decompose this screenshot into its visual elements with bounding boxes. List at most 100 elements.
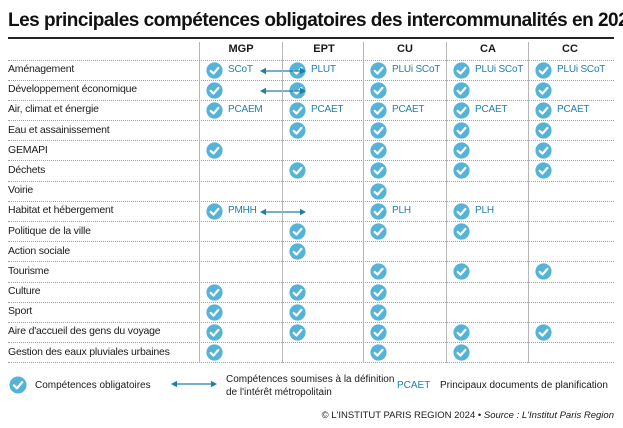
row-label: Action sociale xyxy=(8,244,70,257)
column-divider xyxy=(282,42,283,363)
row-divider xyxy=(8,160,614,162)
checkmark-icon xyxy=(453,61,470,79)
double-arrow-icon xyxy=(260,67,306,74)
table-row: Habitat et hébergement PMHH PLH PLH xyxy=(8,201,614,222)
row-divider xyxy=(8,261,614,263)
table-row: Air, climat et énergie PCAEM PCAET PCAET PCA… xyxy=(8,100,614,122)
column-header-cc: CC xyxy=(562,43,578,55)
checkmark-icon xyxy=(370,203,387,220)
checkmark-icon xyxy=(370,344,387,361)
row-divider xyxy=(8,362,614,364)
row-label: Air, climat et énergie xyxy=(8,103,99,116)
checkmark-icon xyxy=(206,142,223,159)
checkmark-icon xyxy=(453,263,470,280)
planning-document-label: PCAEM xyxy=(228,103,263,115)
row-divider xyxy=(8,241,614,243)
checkmark-icon xyxy=(453,344,470,361)
footer-source: Source : L'Institut Paris Region xyxy=(483,410,614,421)
row-divider xyxy=(8,200,614,202)
checkmark-icon xyxy=(370,304,387,321)
table-row: Développement économique xyxy=(8,80,614,101)
column-divider xyxy=(199,42,200,363)
row-divider xyxy=(8,140,614,142)
row-label: Eau et assainissement xyxy=(8,123,110,136)
double-arrow-icon xyxy=(171,380,217,388)
row-label: Sport xyxy=(8,305,33,318)
legend-metropolitan-label-1: Compétences soumises à la définition xyxy=(226,374,395,385)
table-row: Voirie xyxy=(8,181,614,202)
double-arrow-icon xyxy=(260,208,306,216)
table-row: Aire d'accueil des gens du voyage xyxy=(8,322,614,344)
planning-document-label: PCAET xyxy=(392,103,425,115)
table-row: Tourisme xyxy=(8,262,614,283)
checkmark-icon xyxy=(289,283,306,301)
row-label: Déchets xyxy=(8,163,46,176)
checkmark-icon xyxy=(453,324,470,341)
row-divider xyxy=(8,180,614,182)
checkmark-icon xyxy=(206,304,223,321)
checkmark-icon xyxy=(206,61,223,79)
row-divider xyxy=(8,301,614,303)
checkmark-icon xyxy=(453,162,470,180)
row-label: Culture xyxy=(8,285,41,298)
planning-document-label: PCAET xyxy=(311,103,344,115)
table-row: Eau et assainissement xyxy=(8,121,614,142)
checkmark-icon xyxy=(289,223,306,240)
checkmark-icon xyxy=(370,82,387,99)
row-divider xyxy=(8,99,614,101)
checkmark-icon xyxy=(370,162,387,180)
checkmark-icon xyxy=(206,344,223,361)
legend-metropolitan-label-2: de l'intérêt métropolitain xyxy=(226,387,332,398)
checkmark-icon xyxy=(9,376,27,394)
column-header-ept: EPT xyxy=(313,43,335,55)
planning-document-label: PLUi SCoT xyxy=(475,63,524,75)
checkmark-icon xyxy=(370,61,387,79)
checkmark-icon xyxy=(535,82,552,99)
checkmark-icon xyxy=(289,324,306,341)
planning-document-label: PLUi SCoT xyxy=(392,63,441,75)
checkmark-icon xyxy=(370,183,387,200)
checkmark-icon xyxy=(453,82,470,99)
table-row: Culture xyxy=(8,282,614,303)
planning-document-label: PLUT xyxy=(311,63,336,75)
checkmark-icon xyxy=(289,162,306,180)
footer-separator: • xyxy=(477,410,482,421)
planning-document-label: PLUi SCoT xyxy=(557,63,606,75)
checkmark-icon xyxy=(535,162,552,180)
checkmark-icon xyxy=(453,122,470,139)
table-header: MGP EPT CU CA CC xyxy=(8,42,614,60)
row-label: Voirie xyxy=(8,184,34,197)
table-body: Aménagement SCoT PLUT PLUi SCoT PLUi SCoT PLU… xyxy=(8,60,614,364)
checkmark-icon xyxy=(453,102,470,119)
checkmark-icon xyxy=(370,142,387,159)
checkmark-icon xyxy=(535,324,552,341)
checkmark-icon xyxy=(535,142,552,159)
table-row: Déchets xyxy=(8,161,614,182)
row-divider xyxy=(8,281,614,283)
column-header-mgp: MGP xyxy=(228,43,254,55)
checkmark-icon xyxy=(535,61,552,79)
row-label: Aménagement xyxy=(8,63,75,75)
table-row: GEMAPI xyxy=(8,141,614,162)
column-header-cu: CU xyxy=(397,43,413,55)
row-divider xyxy=(8,221,614,222)
table-row: Aménagement SCoT PLUT PLUi SCoT PLUi SCoT PLU… xyxy=(8,60,614,81)
column-header-ca: CA xyxy=(480,43,496,55)
checkmark-icon xyxy=(206,102,223,119)
row-divider xyxy=(8,79,614,81)
planning-document-label: PMHH xyxy=(228,204,257,216)
planning-document-label: PCAET xyxy=(557,103,590,115)
column-divider xyxy=(446,42,447,363)
checkmark-icon xyxy=(370,223,387,240)
checkmark-icon xyxy=(370,102,387,119)
checkmark-icon xyxy=(453,223,470,240)
checkmark-icon xyxy=(206,283,223,301)
checkmark-icon xyxy=(289,304,306,321)
row-divider xyxy=(8,120,614,122)
planning-document-label: SCoT xyxy=(228,63,253,75)
planning-document-label: PCAET xyxy=(475,103,508,115)
checkmark-icon xyxy=(535,122,552,139)
row-divider xyxy=(8,60,614,61)
table-row: Gestion des eaux pluviales urbaines xyxy=(8,343,614,364)
row-label: Développement économique xyxy=(8,83,137,96)
